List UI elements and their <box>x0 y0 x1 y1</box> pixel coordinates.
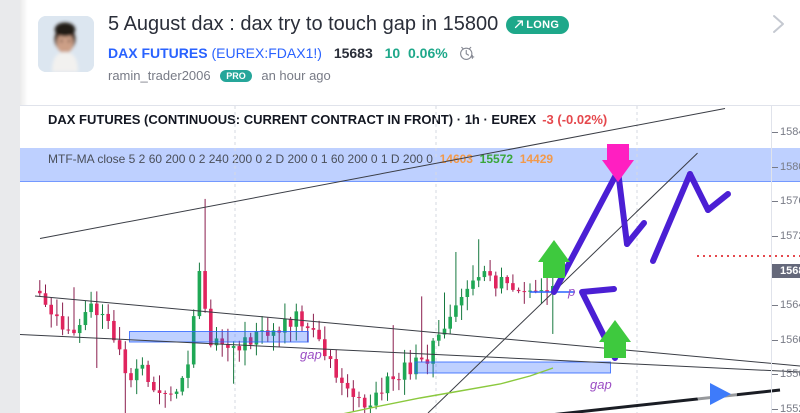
svg-text:gap: gap <box>590 377 612 392</box>
svg-text:p: p <box>567 284 575 299</box>
